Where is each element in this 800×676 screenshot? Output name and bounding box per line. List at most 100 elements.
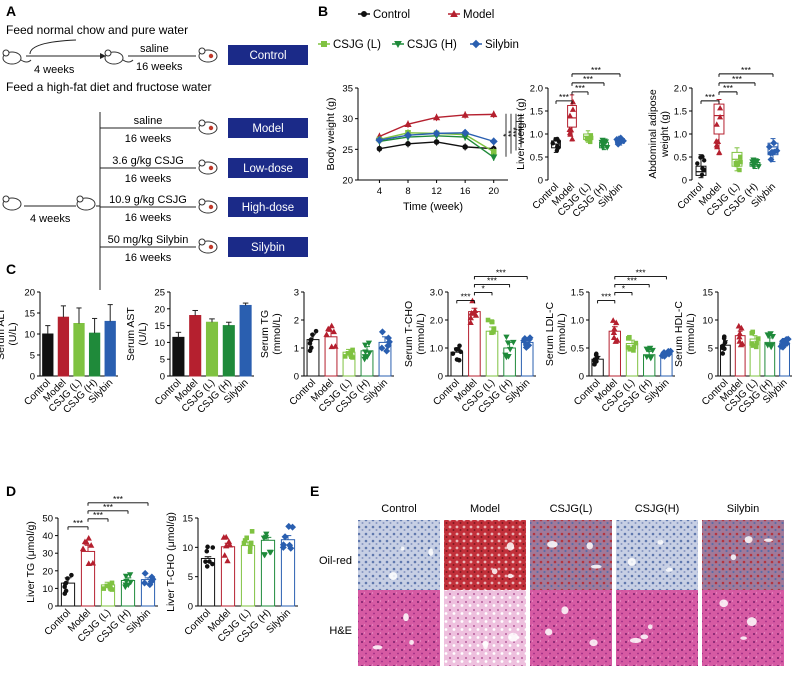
significance-label: ***	[93, 510, 104, 520]
data-point	[695, 161, 700, 166]
arm-duration: 16 weeks	[125, 252, 172, 264]
significance-label: ***	[741, 65, 752, 75]
y-tick-label: 30	[42, 549, 53, 560]
y-axis-title: (mmol/L)	[685, 313, 697, 354]
data-point	[567, 131, 574, 137]
data-point	[109, 580, 115, 586]
data-point	[241, 540, 247, 546]
data-point	[281, 533, 289, 541]
bar	[189, 315, 202, 377]
arm-treatment: 3.6 g/kg CSJG	[112, 155, 184, 167]
significance-label: ***	[583, 74, 594, 84]
group-box	[228, 237, 308, 257]
data-point	[203, 559, 208, 564]
data-point	[263, 531, 270, 538]
micrograph-column-label: CSJG(L)	[550, 503, 593, 515]
micrograph-vessel	[657, 539, 664, 545]
data-point	[510, 339, 517, 346]
data-point	[125, 582, 132, 589]
bar	[222, 325, 235, 377]
micrograph-image	[444, 590, 526, 666]
legend-entry: CSJG (L)	[333, 39, 381, 51]
data-point	[364, 354, 371, 360]
data-point	[610, 334, 618, 340]
data-point	[85, 560, 92, 566]
data-point	[376, 145, 383, 152]
data-point	[109, 587, 115, 592]
data-point	[770, 139, 778, 147]
data-point	[566, 112, 574, 119]
panel-label-c: C	[6, 261, 16, 277]
micrograph-vessel	[400, 546, 405, 551]
data-point	[643, 346, 650, 353]
data-point	[768, 343, 775, 349]
micrograph-vessel	[491, 568, 498, 575]
data-point	[612, 338, 619, 344]
y-axis-title: Body weight (g)	[325, 98, 337, 171]
panel-label-d: D	[6, 483, 16, 499]
data-point	[323, 331, 330, 337]
data-point	[467, 319, 474, 325]
micrograph-vessel	[589, 639, 598, 647]
data-point	[568, 126, 575, 133]
legend-marker	[321, 41, 327, 47]
data-point	[350, 355, 355, 360]
significance-label: ***	[732, 74, 743, 84]
micrograph-image	[702, 520, 784, 590]
data-point	[627, 334, 632, 340]
data-point	[244, 535, 250, 541]
data-point	[204, 564, 210, 569]
data-point	[85, 534, 92, 541]
y-tick-label: 0	[438, 372, 443, 383]
y-axis-title: Serum TG	[259, 310, 271, 358]
bar	[485, 330, 499, 377]
chart-body-weight: 20 25 30 35 Body weight (g) 4 8 12 16 20 Time (wee…	[325, 84, 526, 214]
data-point	[122, 573, 130, 580]
group-box-control	[228, 45, 308, 65]
data-point	[783, 339, 791, 347]
data-point	[701, 158, 707, 163]
y-tick-label: 2.0	[530, 84, 543, 95]
data-point	[698, 155, 703, 160]
data-point	[736, 338, 743, 344]
y-tick-label: 35	[342, 84, 353, 95]
y-tick-label: 1.0	[571, 316, 584, 327]
legend-marker	[471, 39, 481, 49]
data-point	[247, 544, 253, 550]
significance-label: ***	[559, 92, 570, 102]
data-point	[123, 578, 130, 585]
y-tick-label: 20	[342, 176, 353, 187]
data-point	[461, 111, 469, 118]
data-point	[738, 154, 743, 160]
y-tick-label: 5	[708, 344, 713, 355]
data-point	[604, 145, 611, 151]
data-point	[127, 579, 134, 586]
y-tick-label: 1.5	[571, 288, 584, 299]
data-point	[722, 346, 727, 352]
micrograph-vessel	[627, 558, 636, 566]
data-point	[631, 348, 636, 353]
mouse-icon	[198, 198, 218, 214]
group-box	[228, 118, 308, 138]
data-point	[753, 344, 759, 350]
treatment-arm: 3.6 g/kg CSJG 16 weeks Low-dose	[100, 155, 308, 185]
mouse-ear	[198, 119, 206, 127]
data-point	[224, 557, 231, 564]
data-point	[506, 346, 514, 353]
legend-entry: Control	[373, 9, 410, 21]
legend-marker	[450, 9, 458, 17]
data-point	[332, 343, 339, 349]
data-point	[286, 541, 294, 549]
mouse-liver	[208, 125, 214, 131]
micrograph-grid: Control Model CSJG(L) CSJG(H) Silybin Oil-red…	[319, 503, 784, 666]
micrograph-image	[530, 590, 612, 666]
mouse-icon	[198, 159, 218, 175]
y-tick-label: 1.5	[530, 107, 543, 118]
duration-4-weeks-1: 4 weeks	[34, 64, 75, 76]
data-point	[326, 326, 333, 332]
y-axis-title: Serum ALT	[0, 308, 7, 360]
data-point	[648, 354, 655, 361]
data-point	[207, 559, 212, 564]
